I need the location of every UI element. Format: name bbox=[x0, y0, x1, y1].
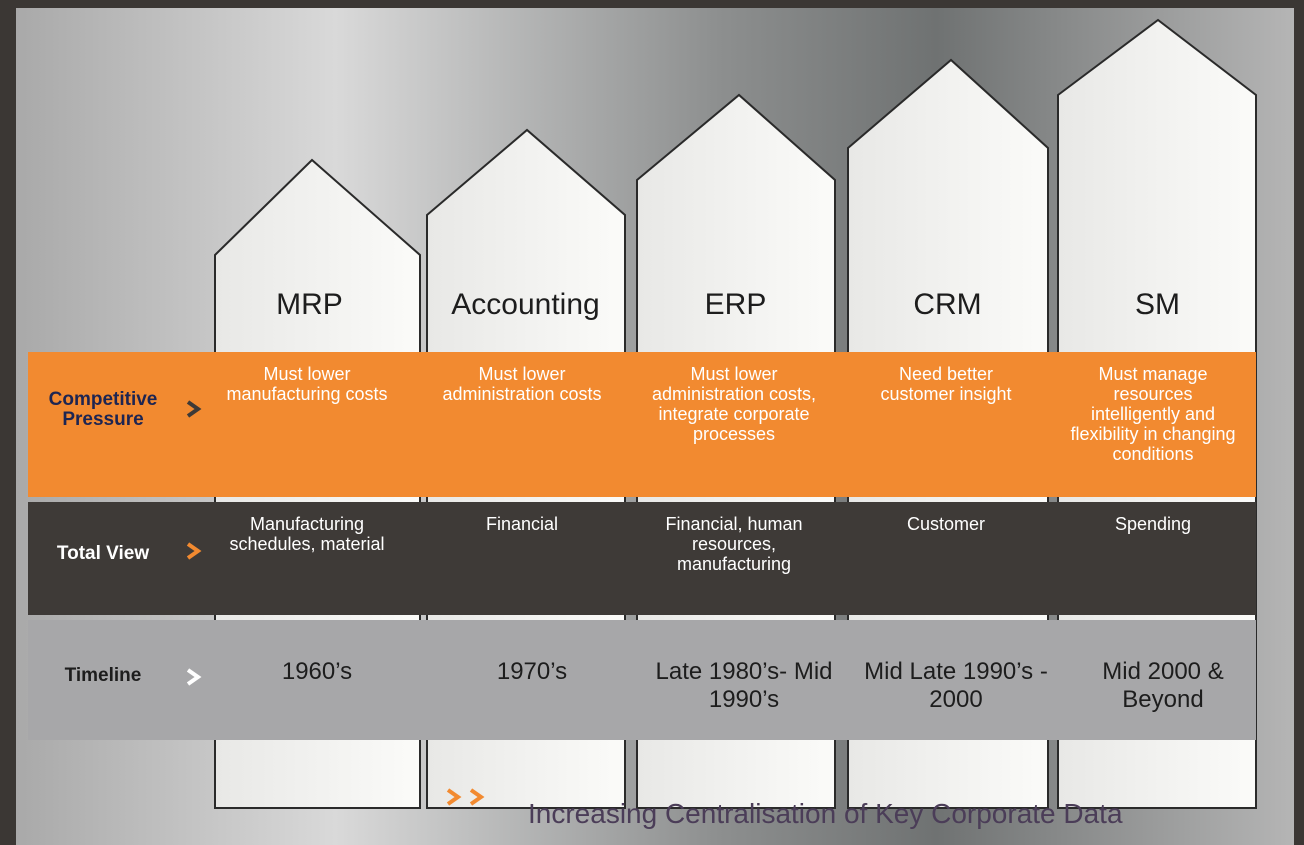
cell: Financial, human resources, manufacturin… bbox=[665, 514, 803, 574]
column-header: CRM bbox=[913, 288, 982, 321]
cell: 1960’s bbox=[281, 658, 353, 685]
arrow bbox=[186, 400, 202, 418]
column-header: ERP bbox=[704, 288, 767, 321]
cell: Must lower manufacturing costs bbox=[226, 364, 388, 404]
column-header: SM bbox=[1135, 288, 1180, 321]
cell: Financial bbox=[485, 514, 559, 534]
arrow bbox=[469, 788, 485, 806]
houses bbox=[28, 18, 1257, 809]
row-label: Timeline bbox=[64, 665, 142, 686]
cell: Mid 2000 & Beyond bbox=[1102, 658, 1224, 713]
column-header: Accounting bbox=[451, 288, 600, 321]
arrow bbox=[186, 668, 202, 686]
cell: Late 1980’s- Mid 1990’s bbox=[655, 658, 833, 713]
arrows bbox=[186, 400, 485, 806]
cell: Must lower administration costs bbox=[442, 364, 602, 404]
timeline-band bbox=[28, 620, 1256, 740]
pressure-band bbox=[28, 352, 1256, 497]
cell: Spending bbox=[1114, 514, 1192, 534]
view-band bbox=[28, 502, 1256, 615]
cell: Must lower administration costs, integra… bbox=[651, 364, 817, 444]
cell: Customer bbox=[906, 514, 986, 534]
column-header: MRP bbox=[276, 288, 343, 321]
cell: Need better customer insight bbox=[880, 364, 1012, 404]
cell: Manufacturing schedules, material bbox=[229, 514, 385, 554]
arrow bbox=[186, 542, 202, 560]
cell: Must manage resources intelligently and … bbox=[1070, 364, 1236, 464]
cell: 1970’s bbox=[496, 658, 568, 685]
footer: Increasing Centralisation of Key Corpora… bbox=[528, 798, 1123, 829]
row-label: Competitive Pressure bbox=[48, 389, 158, 430]
row-label: Total View bbox=[56, 543, 150, 564]
panel: MRP Accounting ERP CRM SM Competitive Pr… bbox=[16, 8, 1294, 845]
arrow bbox=[446, 788, 462, 806]
cell: Mid Late 1990’s - 2000 bbox=[864, 658, 1048, 713]
